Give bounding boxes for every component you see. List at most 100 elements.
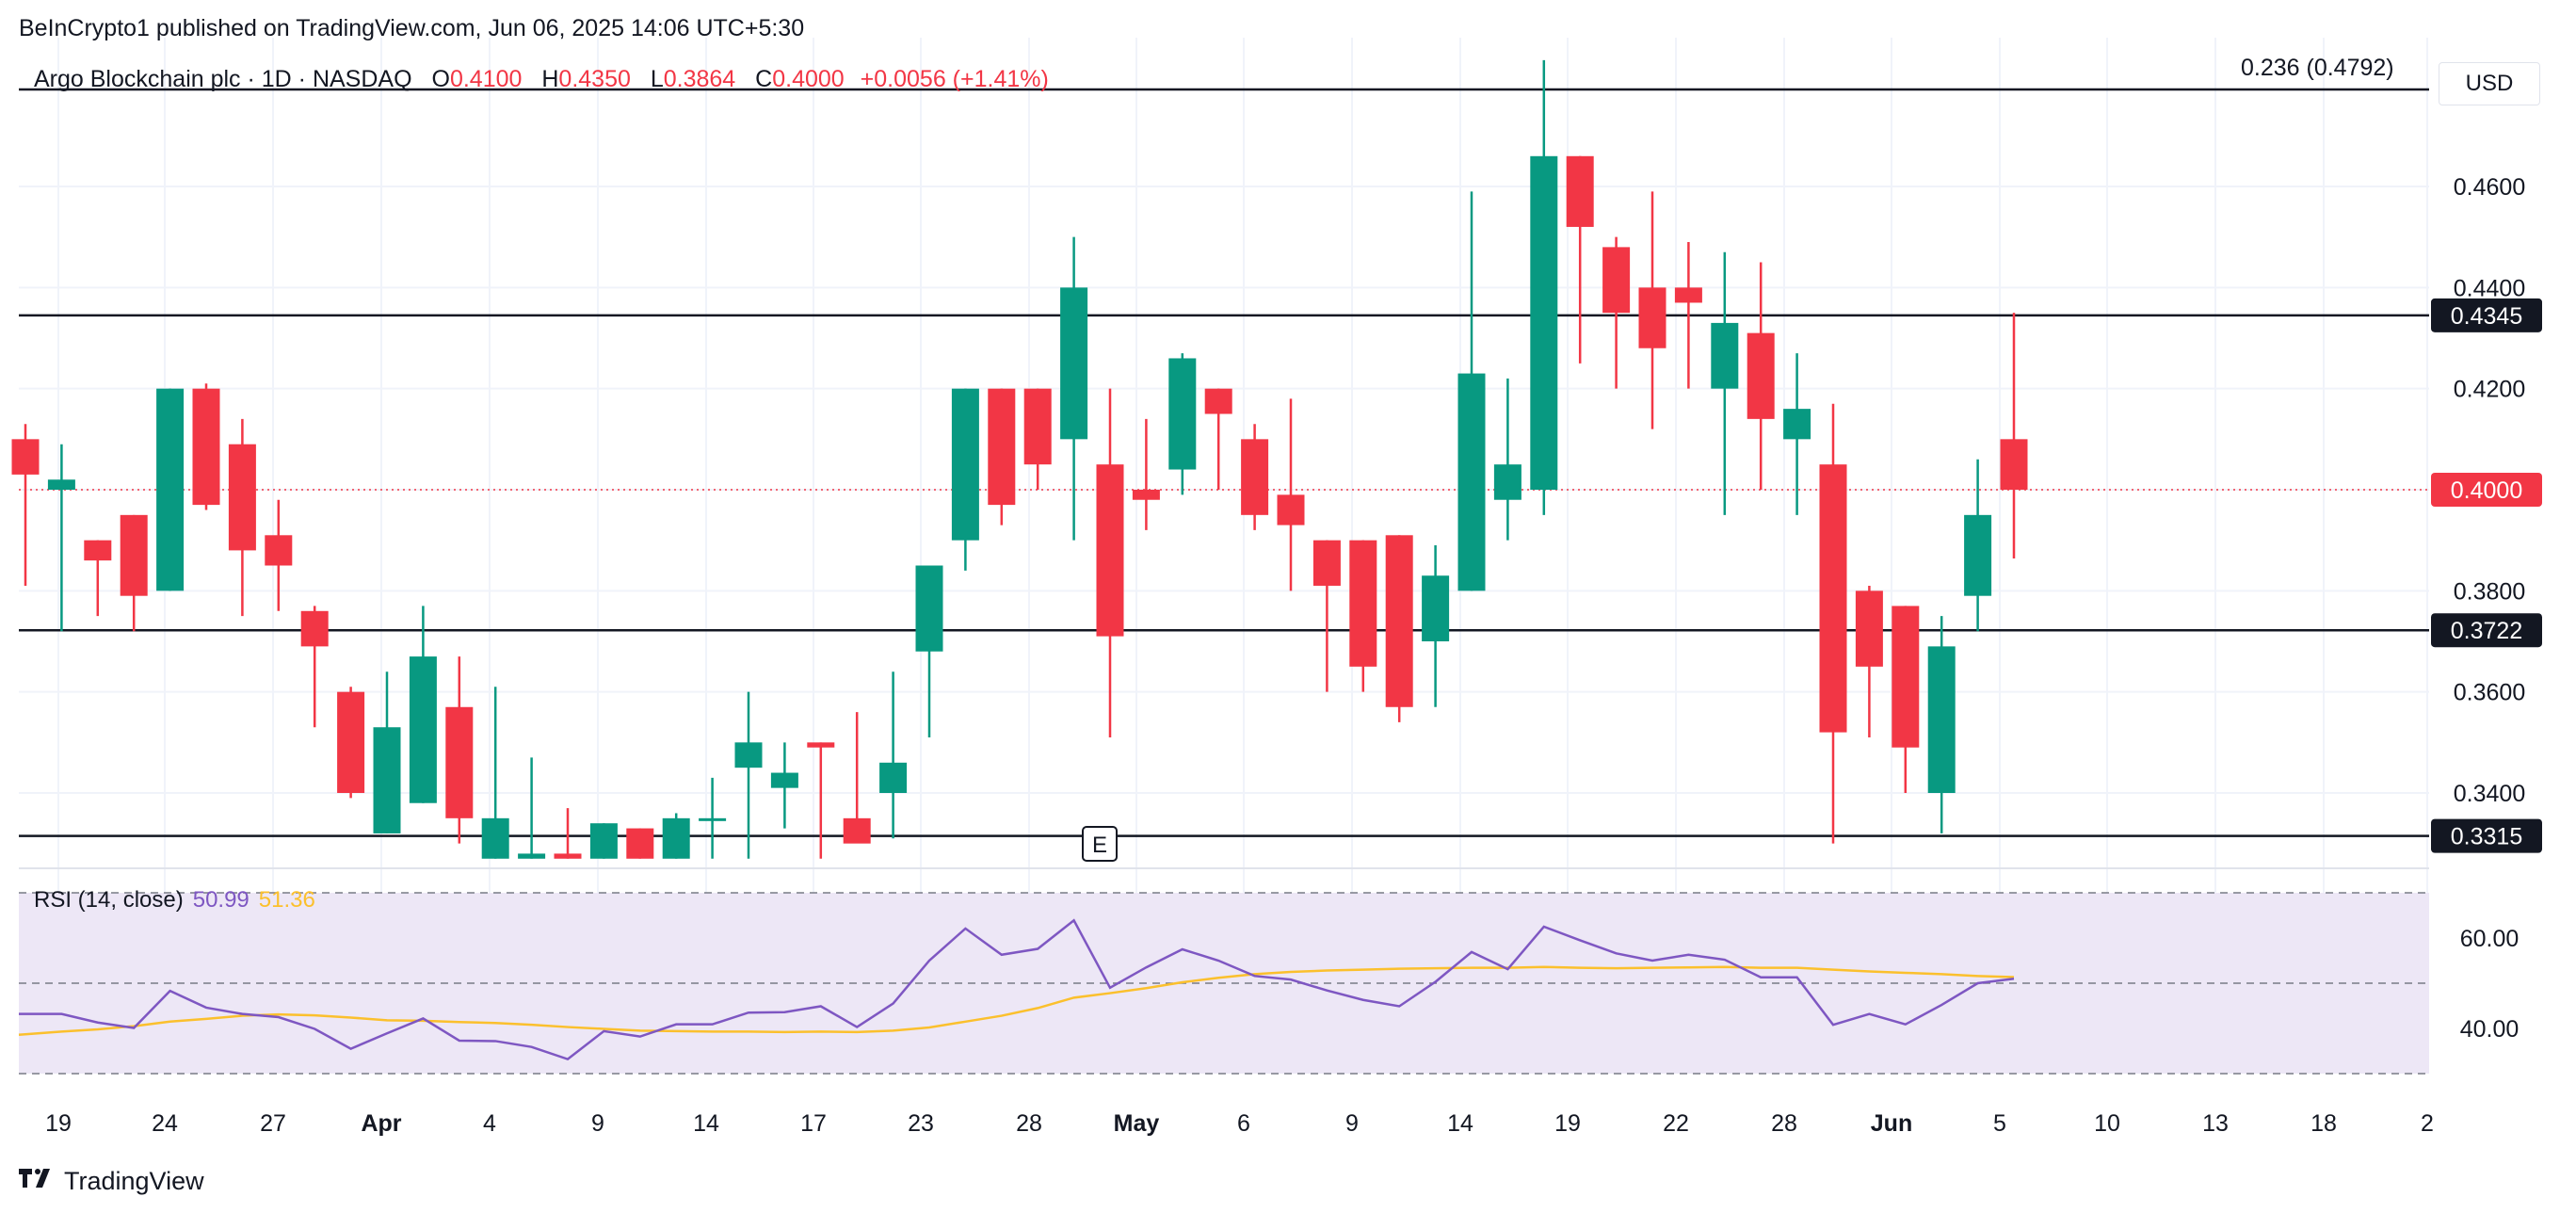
- candle-body: [1638, 287, 1666, 348]
- rsi-label: RSI (14, close): [34, 887, 184, 913]
- price-tick-label: 0.4400: [2454, 275, 2525, 301]
- rsi-line: [19, 918, 2015, 1061]
- time-tick-label: 5: [1993, 1110, 2006, 1137]
- time-tick-label: 24: [152, 1110, 178, 1137]
- time-tick-label: Jun: [1871, 1110, 1912, 1137]
- time-tick-label: 18: [2310, 1110, 2337, 1137]
- high-value: 0.4350: [558, 66, 631, 92]
- candle: [807, 742, 835, 859]
- candle-body: [11, 439, 40, 475]
- candle-body: [1819, 464, 1847, 733]
- candle: [1674, 242, 1702, 389]
- level-price-tag-bg: [2431, 818, 2542, 853]
- candle: [699, 777, 727, 859]
- symbol-name: Argo Blockchain plc · 1D · NASDAQ: [34, 66, 412, 92]
- tradingview-logo-icon: [19, 1165, 56, 1197]
- candle: [1060, 236, 1088, 541]
- candle: [192, 383, 220, 510]
- candle: [1892, 606, 1920, 793]
- candle: [554, 808, 582, 859]
- time-tick-label: 22: [1663, 1110, 1689, 1137]
- candle-body: [843, 817, 871, 844]
- candle: [228, 418, 256, 617]
- candle-body: [1168, 358, 1197, 470]
- brand-name: TradingView: [64, 1166, 204, 1195]
- candle: [879, 671, 908, 839]
- candle: [1349, 540, 1377, 692]
- time-tick-label: May: [1114, 1110, 1160, 1137]
- candle-body: [1457, 373, 1486, 591]
- candle: [2000, 313, 2028, 558]
- level-price-tag-text: 0.3315: [2451, 824, 2522, 850]
- earnings-marker-text: E: [1092, 833, 1107, 858]
- time-tick-label: 28: [1016, 1110, 1042, 1137]
- candle: [1493, 378, 1521, 541]
- level-price-tag-bg: [2431, 298, 2542, 332]
- time-tick-label: 14: [1447, 1110, 1473, 1137]
- time-tick-label: 6: [1237, 1110, 1250, 1137]
- candle-body: [2000, 439, 2028, 490]
- time-tick-label: 19: [1554, 1110, 1581, 1137]
- candles[interactable]: E: [11, 59, 2028, 862]
- time-tick-label: 13: [2202, 1110, 2229, 1137]
- candle: [1422, 545, 1450, 707]
- candle-body: [1312, 540, 1341, 586]
- candle: [120, 514, 148, 632]
- candle: [1385, 535, 1413, 722]
- candle-body: [1385, 535, 1413, 707]
- candle: [843, 712, 871, 844]
- high-label: H: [541, 66, 559, 92]
- candle: [1023, 388, 1052, 490]
- candle: [1530, 59, 1558, 515]
- candle-body: [879, 762, 908, 793]
- candle-body: [662, 817, 690, 859]
- candle-body: [1783, 409, 1811, 440]
- candle: [1819, 403, 1847, 844]
- change-value: +0.0056 (+1.41%): [860, 66, 1049, 92]
- candle: [47, 444, 75, 632]
- candle: [11, 424, 40, 586]
- candle: [1312, 540, 1341, 692]
- level-price-tag-text: 0.4345: [2451, 303, 2522, 330]
- publisher-header: BeInCrypto1 published on TradingView.com…: [19, 15, 805, 41]
- currency-selector[interactable]: USD: [2439, 62, 2540, 105]
- candle-body: [1566, 155, 1594, 227]
- candle: [265, 499, 293, 611]
- candle: [156, 388, 185, 591]
- candle-body: [699, 817, 727, 821]
- candle-body: [1060, 287, 1088, 440]
- horizontal-levels[interactable]: 0.4345 0.3722 0.3315 0.4000: [19, 88, 2542, 853]
- candle-body: [481, 817, 509, 859]
- candle-body: [1493, 464, 1521, 500]
- close-label: C: [755, 66, 773, 92]
- candle-body: [988, 388, 1016, 506]
- candle-body: [192, 388, 220, 506]
- candle: [626, 828, 654, 859]
- candle: [445, 656, 474, 844]
- footer-brand[interactable]: TradingView: [19, 1165, 204, 1197]
- candle: [300, 606, 329, 728]
- candle-body: [1602, 247, 1631, 314]
- candle-body: [120, 514, 148, 596]
- fib-level-label: 0.236 (0.4792): [2241, 55, 2394, 81]
- rsi-pane: [18, 892, 2429, 1075]
- candle-body: [1927, 646, 1956, 793]
- candle: [1711, 251, 1739, 515]
- candle-body: [1422, 575, 1450, 641]
- candle: [1204, 388, 1232, 490]
- candle-body: [1349, 540, 1377, 667]
- symbol-legend: Argo Blockchain plc · 1D · NASDAQ O0.410…: [34, 66, 1049, 93]
- candle: [915, 565, 943, 737]
- candle-body: [1747, 332, 1775, 419]
- candle-body: [1132, 490, 1160, 500]
- candle-body: [1964, 514, 1992, 596]
- candle: [1457, 191, 1486, 591]
- time-tick-label: 23: [908, 1110, 934, 1137]
- candle: [518, 757, 546, 859]
- time-tick-label: 14: [693, 1110, 719, 1137]
- candle: [84, 540, 112, 617]
- level-price-tag-bg: [2431, 613, 2542, 648]
- rsi-tick-label: 60.00: [2460, 926, 2520, 952]
- earnings-marker: E: [1082, 826, 1118, 862]
